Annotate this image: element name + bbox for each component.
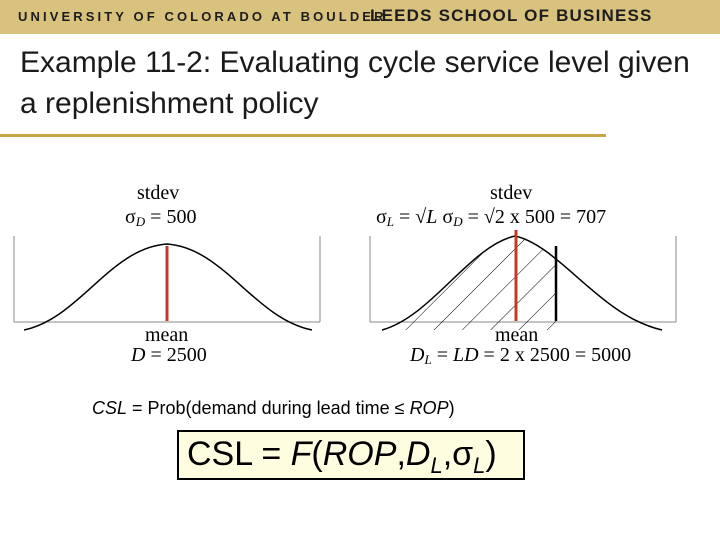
left-bell-curve: [23, 243, 313, 331]
equals-sqrt: = √: [394, 206, 427, 228]
sigma-symbol-2: σ: [437, 206, 454, 228]
stdev-computation: = √2 x 500 = 707: [462, 206, 607, 228]
paren-open: (: [311, 435, 323, 473]
left-stdev-formula: σD = 500: [125, 207, 196, 229]
university-name: UNIVERSITY OF COLORADO AT BOULDER: [18, 9, 387, 24]
right-stdev-formula: σL = √L σD = √2 x 500 = 707: [376, 207, 606, 229]
F-function: F: [290, 435, 312, 473]
lead-time-variable: L: [426, 206, 438, 228]
csl-definition-close: ): [448, 398, 455, 418]
mean-computation: = 2 x 2500 = 5000: [478, 344, 632, 366]
sigma-subscript: L: [473, 453, 486, 478]
slide-title: Example 11-2: Evaluating cycle service l…: [20, 46, 690, 120]
title-underline: [0, 134, 606, 137]
csl-formula-box: [177, 430, 525, 480]
header-banner: UNIVERSITY OF COLORADO AT BOULDER LEEDS …: [0, 0, 720, 34]
mean-value: = 2500: [145, 344, 207, 366]
comma: ,: [396, 435, 406, 473]
csl-shaded-area: [400, 236, 556, 330]
comma-2: ,: [442, 435, 453, 473]
sigma-symbol: σ: [125, 206, 136, 228]
rop-arg: ROP: [322, 435, 397, 473]
mean-equals: =: [431, 344, 453, 366]
csl-definition: CSL = Prob(demand during lead time ≤ ROP…: [92, 398, 455, 419]
left-mean-label: mean: [145, 324, 189, 346]
stdev-value: = 500: [145, 206, 197, 228]
right-normal-curve: [369, 230, 677, 331]
right-mean-formula: DL = LD = 2 x 2500 = 5000: [410, 345, 631, 367]
sigma-subscript: L: [386, 214, 395, 229]
D-subscript: L: [430, 453, 443, 478]
rop-term: ROP: [409, 398, 449, 418]
sigma-symbol: σ: [376, 206, 387, 228]
left-stdev-label: stdev: [137, 182, 180, 204]
csl-abbrev: CSL: [92, 398, 128, 418]
left-normal-curve: [13, 236, 321, 331]
sigma-arg: σ: [452, 435, 474, 473]
sigma-subscript-2: D: [453, 214, 463, 229]
csl-definition-text: = Prob(demand during lead time ≤: [127, 398, 410, 418]
school-name: LEEDS SCHOOL OF BUSINESS: [370, 6, 653, 25]
right-mean-label: mean: [495, 324, 539, 346]
mean-variable: D: [131, 344, 146, 366]
mean-LD: LD: [452, 344, 479, 366]
csl-lhs: CSL =: [187, 435, 291, 473]
sigma-subscript: D: [135, 214, 146, 229]
paren-close: ): [485, 435, 497, 473]
left-mean-formula: D = 2500: [131, 345, 207, 365]
mean-variable: D: [410, 344, 425, 366]
mean-subscript: L: [424, 352, 432, 367]
D-arg: D: [405, 435, 431, 473]
right-stdev-label: stdev: [490, 182, 533, 204]
csl-formula: CSL = F(ROP,DL,σL): [187, 434, 497, 478]
